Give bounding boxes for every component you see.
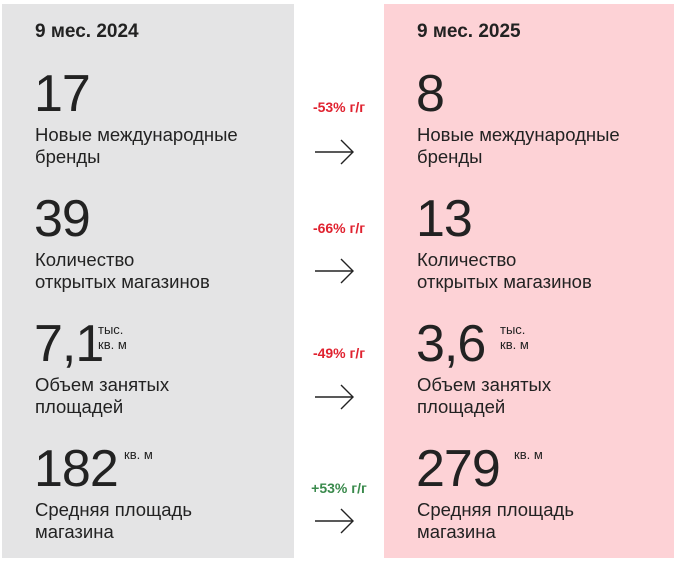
metric-label-line2: бренды — [35, 146, 101, 167]
left-metric-occupied-area: 7,1 тыс. кв. м Объем занятых площадей — [34, 315, 292, 417]
metric-value: 8 — [416, 65, 445, 123]
change-occupied-area: -49% г/г — [312, 345, 366, 361]
change-avg-store-area: +53% г/г — [311, 480, 367, 496]
metric-unit: тыс. кв. м — [98, 322, 127, 352]
right-metric-new-brands: 8 Новые международные бренды — [416, 65, 674, 167]
metric-label-line1: Объем занятых — [417, 374, 552, 395]
left-panel: 9 мес. 2024 17 Новые международные бренд… — [2, 4, 294, 558]
metric-unit-line1: тыс. — [98, 322, 124, 337]
right-metric-occupied-area: 3,6 тыс. кв. м Объем занятых площадей — [416, 315, 674, 417]
metric-value: 3,6 — [416, 315, 486, 373]
change-stores-opened: -66% г/г — [312, 220, 366, 236]
metric-label-line1: Новые международные — [417, 124, 620, 145]
metric-unit: тыс. кв. м — [500, 322, 529, 352]
metric-label-line2: магазина — [417, 521, 496, 542]
metric-label-line1: Объем занятых — [35, 374, 170, 395]
arrow-right-icon — [313, 382, 357, 412]
metric-unit-line2: кв. м — [98, 337, 127, 352]
metric-label: Количество открытых магазинов — [417, 249, 677, 293]
metric-unit-line1: кв. м — [514, 447, 543, 462]
metric-label: Объем занятых площадей — [417, 374, 677, 418]
metric-value: 13 — [416, 190, 473, 248]
left-period-title: 9 мес. 2024 — [35, 21, 139, 42]
metric-value: 182 — [34, 440, 119, 498]
metric-label-line2: бренды — [417, 146, 483, 167]
left-metric-stores-opened: 39 Количество открытых магазинов — [34, 190, 292, 292]
metric-label: Новые международные бренды — [35, 124, 295, 168]
metric-label: Средняя площадь магазина — [417, 499, 677, 543]
metric-label-line2: открытых магазинов — [35, 271, 210, 292]
right-metric-stores-opened: 13 Количество открытых магазинов — [416, 190, 674, 292]
metric-value: 279 — [416, 440, 501, 498]
metric-unit-line1: тыс. — [500, 322, 526, 337]
metric-label: Новые международные бренды — [417, 124, 677, 168]
metric-label-line1: Новые международные — [35, 124, 238, 145]
right-panel: 9 мес. 2025 8 Новые международные бренды… — [384, 4, 674, 558]
arrow-right-icon — [313, 506, 357, 536]
right-period-title: 9 мес. 2025 — [417, 21, 521, 42]
metric-label-line1: Средняя площадь — [35, 499, 192, 520]
right-metric-avg-store-area: 279 кв. м Средняя площадь магазина — [416, 440, 674, 542]
metric-value: 7,1 — [34, 315, 104, 373]
metric-label-line2: открытых магазинов — [417, 271, 592, 292]
metric-label: Объем занятых площадей — [35, 374, 295, 418]
arrow-right-icon — [313, 256, 357, 286]
change-new-brands: -53% г/г — [312, 99, 366, 115]
metric-label-line2: магазина — [35, 521, 114, 542]
metric-unit: кв. м — [124, 447, 153, 462]
metric-label: Средняя площадь магазина — [35, 499, 295, 543]
metric-value: 39 — [34, 190, 91, 248]
metric-value: 17 — [34, 65, 91, 123]
metric-unit-line2: кв. м — [500, 337, 529, 352]
left-metric-new-brands: 17 Новые международные бренды — [34, 65, 292, 167]
metric-label-line2: площадей — [35, 396, 124, 417]
metric-unit: кв. м — [514, 447, 543, 462]
metric-label-line1: Количество — [35, 249, 135, 270]
metric-label-line1: Количество — [417, 249, 517, 270]
metric-label: Количество открытых магазинов — [35, 249, 295, 293]
left-metric-avg-store-area: 182 кв. м Средняя площадь магазина — [34, 440, 292, 542]
metric-unit-line1: кв. м — [124, 447, 153, 462]
metric-label-line1: Средняя площадь — [417, 499, 574, 520]
metric-label-line2: площадей — [417, 396, 506, 417]
arrow-right-icon — [313, 137, 357, 167]
